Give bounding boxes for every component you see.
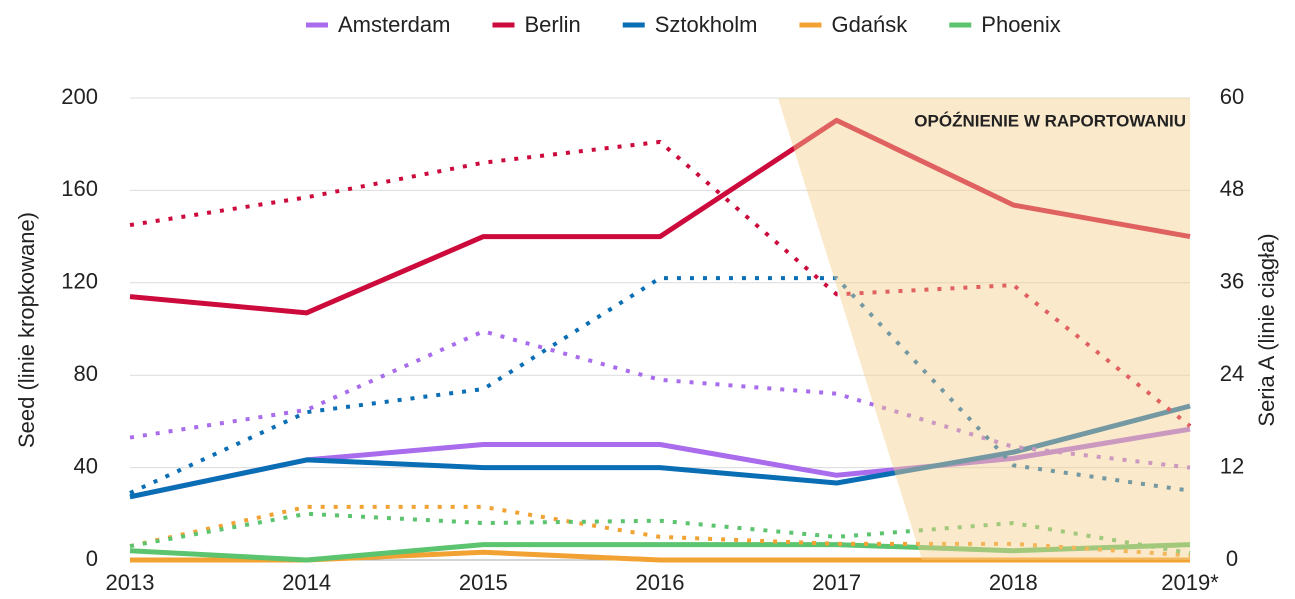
dotted-line [129, 504, 1191, 558]
x-tick-label: 2019* [1161, 570, 1219, 595]
solid-line [129, 403, 1191, 500]
dotted-line [129, 276, 1191, 495]
solid-line [129, 542, 1191, 563]
x-tick-label: 2015 [459, 570, 508, 595]
y-tick-label: 160 [61, 176, 98, 201]
solid-line [129, 117, 1191, 316]
legend-label: Berlin [524, 12, 580, 37]
y-tick-label: 120 [61, 269, 98, 294]
y2-tick-label: 24 [1220, 361, 1244, 386]
legend-label: Phoenix [981, 12, 1061, 37]
y2-tick-label: 48 [1220, 176, 1244, 201]
x-tick-label: 2013 [106, 570, 155, 595]
y2-tick-label: 0 [1226, 546, 1238, 571]
y2-tick-label: 12 [1220, 453, 1244, 478]
dotted-line [129, 139, 1192, 428]
legend-label: Gdańsk [831, 12, 908, 37]
legend-label: Amsterdam [338, 12, 450, 37]
x-tick-label: 2018 [989, 570, 1038, 595]
x-tick-label: 2014 [282, 570, 331, 595]
delay-shading [778, 98, 1190, 560]
y2-axis-title: Seria A (linie ciągła) [1254, 233, 1279, 426]
x-tick-label: 2017 [812, 570, 861, 595]
y-tick-label: 0 [86, 546, 98, 571]
y-tick-label: 200 [61, 84, 98, 109]
legend-label: Sztokholm [655, 12, 758, 37]
y-tick-label: 40 [74, 453, 98, 478]
y-axis-title: Seed (linie kropkowane) [14, 212, 39, 448]
y-tick-label: 80 [74, 361, 98, 386]
dotted-line [129, 511, 1191, 556]
y2-tick-label: 60 [1220, 84, 1244, 109]
y2-tick-label: 36 [1220, 269, 1244, 294]
annotation: OPÓŹNIENIE W RAPORTOWANIU [914, 111, 1186, 130]
x-tick-label: 2016 [636, 570, 685, 595]
